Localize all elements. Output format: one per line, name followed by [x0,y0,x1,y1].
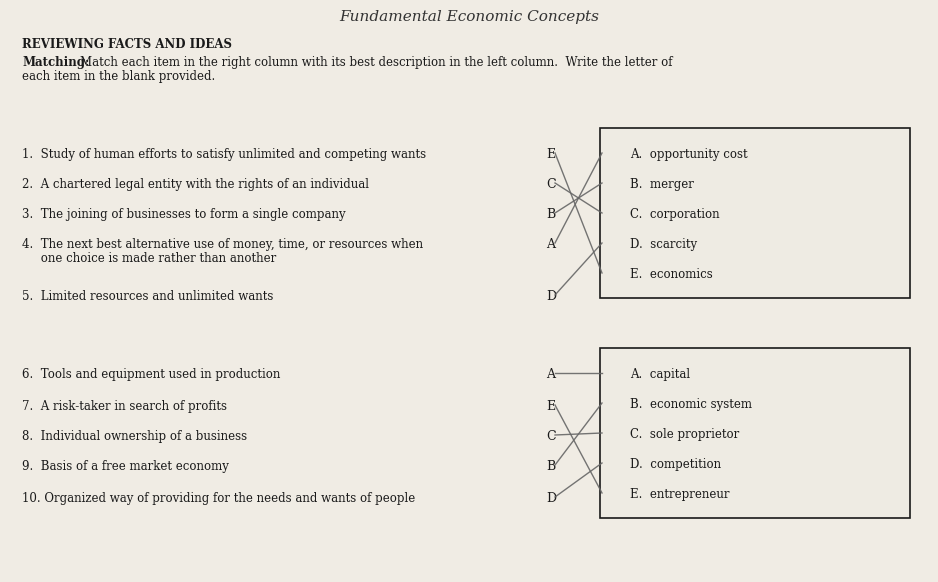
Text: A: A [546,368,555,381]
Text: A.  opportunity cost: A. opportunity cost [630,148,748,161]
Text: 1.  Study of human efforts to satisfy unlimited and competing wants: 1. Study of human efforts to satisfy unl… [22,148,426,161]
Text: D: D [546,290,556,303]
Text: E: E [546,400,555,413]
Text: 7.  A risk-taker in search of profits: 7. A risk-taker in search of profits [22,400,227,413]
Text: B: B [546,460,555,473]
Text: 9.  Basis of a free market economy: 9. Basis of a free market economy [22,460,229,473]
Text: 6.  Tools and equipment used in production: 6. Tools and equipment used in productio… [22,368,280,381]
Text: 5.  Limited resources and unlimited wants: 5. Limited resources and unlimited wants [22,290,273,303]
Text: Match each item in the right column with its best description in the left column: Match each item in the right column with… [80,56,673,69]
Text: Fundamental Economic Concepts: Fundamental Economic Concepts [339,10,599,24]
Text: 4.  The next best alternative use of money, time, or resources when: 4. The next best alternative use of mone… [22,238,423,251]
Text: 2.  A chartered legal entity with the rights of an individual: 2. A chartered legal entity with the rig… [22,178,369,191]
Bar [600,348,910,518]
Text: E: E [546,148,555,161]
Text: D: D [546,492,556,505]
Text: C: C [546,430,555,443]
Text: A.  capital: A. capital [630,368,690,381]
Text: B.  economic system: B. economic system [630,398,752,411]
Text: E.  entrepreneur: E. entrepreneur [630,488,730,501]
Text: C: C [546,178,555,191]
Text: Matching:: Matching: [22,56,89,69]
Bar [600,128,910,298]
Text: one choice is made rather than another: one choice is made rather than another [22,252,277,265]
Text: A: A [546,238,555,251]
Text: 8.  Individual ownership of a business: 8. Individual ownership of a business [22,430,247,443]
Text: B.  merger: B. merger [630,178,694,191]
Text: E.  economics: E. economics [630,268,713,281]
Text: 10. Organized way of providing for the needs and wants of people: 10. Organized way of providing for the n… [22,492,416,505]
Text: C.  sole proprietor: C. sole proprietor [630,428,739,441]
Text: D.  competition: D. competition [630,458,721,471]
Text: REVIEWING FACTS AND IDEAS: REVIEWING FACTS AND IDEAS [22,38,232,51]
Text: B: B [546,208,555,221]
Text: C.  corporation: C. corporation [630,208,719,221]
Text: each item in the blank provided.: each item in the blank provided. [22,70,215,83]
Text: D.  scarcity: D. scarcity [630,238,697,251]
Text: 3.  The joining of businesses to form a single company: 3. The joining of businesses to form a s… [22,208,345,221]
